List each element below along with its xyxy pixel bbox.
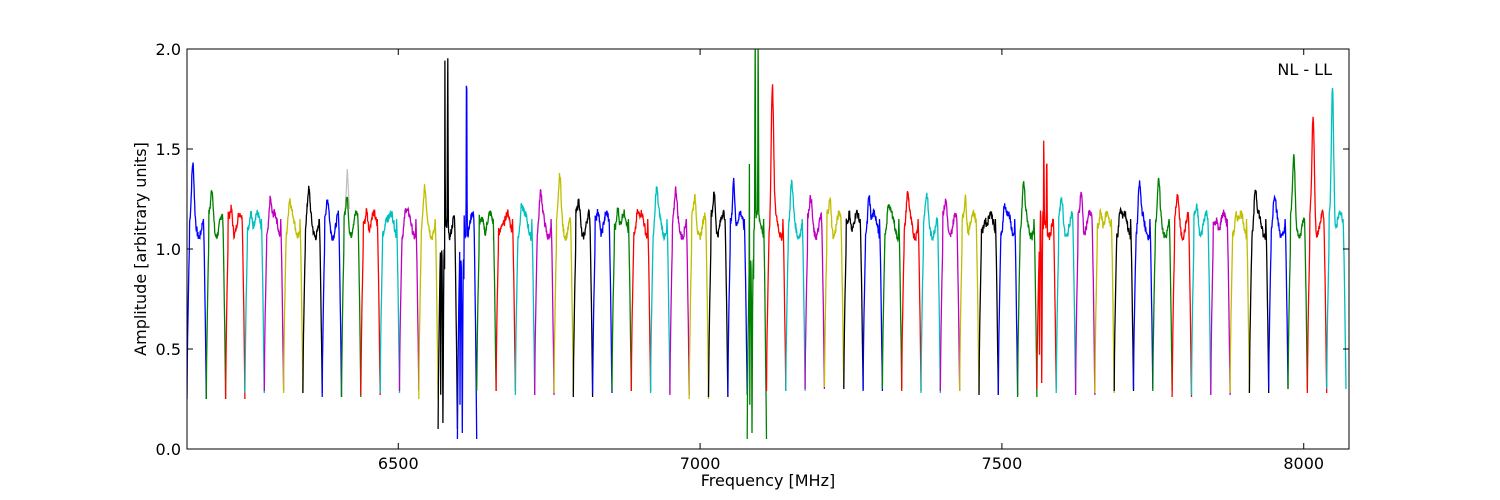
- series-line: [1229, 210, 1251, 394]
- series-line: [920, 192, 941, 394]
- series-line: [282, 197, 304, 394]
- series-line: [1016, 181, 1038, 398]
- series-line: [1132, 180, 1154, 390]
- series-line: [1094, 207, 1115, 394]
- y-axis: 0.0 0.5 1.0 1.5 2.0: [156, 40, 1349, 459]
- y-tick-label: 1.5: [156, 140, 181, 159]
- series-line: [785, 179, 806, 392]
- series-line: [1036, 140, 1057, 390]
- x-axis-label: Frequency [MHz]: [701, 471, 835, 490]
- series-line: [553, 172, 574, 394]
- series-line: [823, 196, 845, 388]
- x-tick-label: 7000: [680, 454, 721, 473]
- series-line: [1190, 203, 1212, 396]
- series-line: [205, 190, 227, 400]
- y-axis-label: Amplitude [arbitrary units]: [131, 142, 150, 356]
- series-line: [572, 198, 594, 398]
- series-line: [456, 85, 478, 440]
- series-line: [649, 186, 671, 394]
- flagged-spike: [344, 168, 350, 210]
- series-line: [244, 209, 265, 394]
- series-line: [1287, 154, 1308, 390]
- series-line: [611, 207, 632, 392]
- series-line: [514, 203, 536, 396]
- series-line: [476, 210, 497, 392]
- x-axis: 6500 7000 7500 8000: [378, 49, 1324, 473]
- series-line: [1074, 191, 1096, 396]
- series-line: [591, 208, 613, 394]
- y-tick-label: 2.0: [156, 40, 181, 59]
- series-line: [901, 190, 922, 392]
- series-line: [1306, 116, 1328, 394]
- series-line: [804, 194, 826, 390]
- series-line: [187, 162, 207, 400]
- series-line: [746, 49, 768, 440]
- series-line: [1268, 194, 1289, 390]
- x-tick-label: 6500: [378, 454, 419, 473]
- series-line: [321, 199, 343, 398]
- series-line: [302, 185, 323, 394]
- series-line: [437, 58, 459, 430]
- series-line: [1210, 209, 1231, 396]
- series-line: [630, 208, 652, 392]
- series-line: [360, 207, 381, 396]
- y-tick-label: 0.0: [156, 440, 181, 459]
- x-tick-label: 8000: [1283, 454, 1324, 473]
- y-tick-label: 1.0: [156, 240, 181, 259]
- series-line: [669, 186, 690, 396]
- series-line: [862, 195, 884, 392]
- series-line: [881, 204, 903, 390]
- series-line: [340, 196, 362, 398]
- series-line: [418, 184, 439, 400]
- series-line: [765, 84, 787, 392]
- y-tick-label: 0.5: [156, 340, 181, 359]
- x-tick-label: 7500: [982, 454, 1023, 473]
- series-line: [978, 210, 999, 396]
- series-line: [1248, 189, 1270, 394]
- series-line: [1152, 177, 1173, 392]
- series-line: [843, 209, 864, 390]
- series-line: [1326, 88, 1347, 390]
- series-line: [939, 198, 961, 392]
- series-line: [688, 193, 710, 400]
- series-line: [1055, 196, 1077, 394]
- series-line: [534, 189, 555, 396]
- series-line: [997, 203, 1019, 396]
- series-line: [727, 177, 748, 396]
- series-line: [707, 191, 729, 398]
- annotation-nl-ll: NL - LL: [1277, 60, 1332, 79]
- series-line: [1171, 194, 1193, 398]
- series-line: [959, 194, 980, 392]
- series-line: [263, 195, 285, 392]
- series-line: [379, 210, 401, 394]
- series-layer: [187, 49, 1347, 440]
- series-line: [224, 204, 246, 400]
- series-line: [495, 209, 517, 392]
- series-line: [1113, 206, 1135, 392]
- series-line: [398, 206, 420, 392]
